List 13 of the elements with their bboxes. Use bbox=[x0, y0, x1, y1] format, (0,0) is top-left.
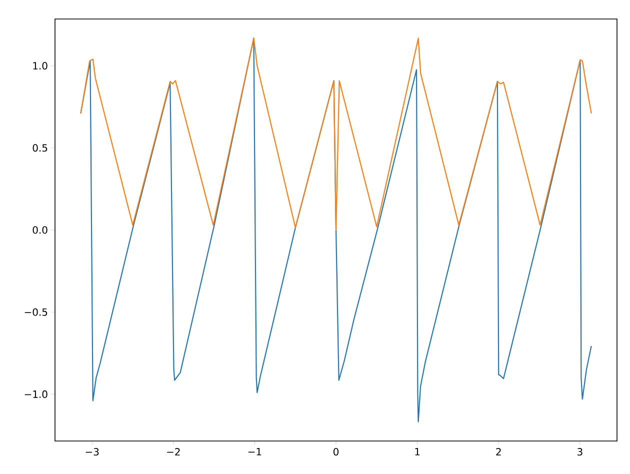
line-series bbox=[80, 38, 592, 231]
x-tick-label: 0 bbox=[333, 448, 339, 456]
x-tick-label: −2 bbox=[167, 448, 180, 456]
x-tick-label: 1 bbox=[415, 448, 420, 456]
y-tick-label: 0.5 bbox=[32, 144, 48, 152]
y-tick-label: 0.0 bbox=[32, 226, 48, 234]
y-tick-label: −1.0 bbox=[24, 390, 48, 398]
x-tick-label: −1 bbox=[248, 448, 262, 456]
x-tick-label: 2 bbox=[496, 448, 501, 456]
y-tick-label: 1.0 bbox=[33, 62, 48, 70]
x-tick-label: −3 bbox=[86, 448, 99, 456]
x-tick-label: 3 bbox=[578, 448, 582, 456]
y-tick-label: −0.5 bbox=[24, 308, 48, 316]
